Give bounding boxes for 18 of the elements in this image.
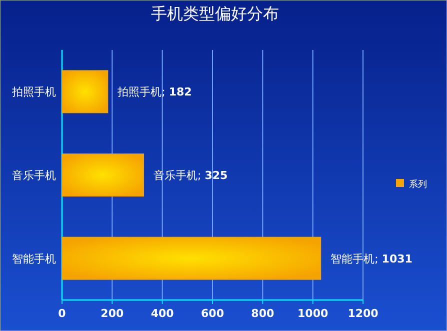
- text: 智能手机; 1031: [330, 252, 412, 266]
- text: 拍照手机; 182: [118, 86, 192, 99]
- x-tick-label: 1200: [348, 307, 379, 320]
- x-tick-label: 800: [251, 307, 274, 320]
- y-tick-label: 音乐手机: [12, 169, 56, 182]
- x-tick-label: 600: [201, 307, 224, 320]
- text: 音乐手机; 325: [154, 169, 228, 182]
- bar: [62, 70, 108, 114]
- bar: [62, 154, 144, 196]
- x-tick-label: 400: [150, 307, 174, 320]
- x-tick-label: 0: [58, 307, 66, 320]
- y-tick-label: 智能手机: [12, 252, 56, 266]
- x-tick-label: 1000: [298, 307, 328, 320]
- legend-label: 系列: [409, 179, 427, 190]
- chart-title: 手机类型偏好分布: [151, 4, 279, 23]
- y-tick-label: 拍照手机: [11, 86, 56, 99]
- x-tick-label: 200: [100, 307, 124, 320]
- bar: [62, 236, 322, 280]
